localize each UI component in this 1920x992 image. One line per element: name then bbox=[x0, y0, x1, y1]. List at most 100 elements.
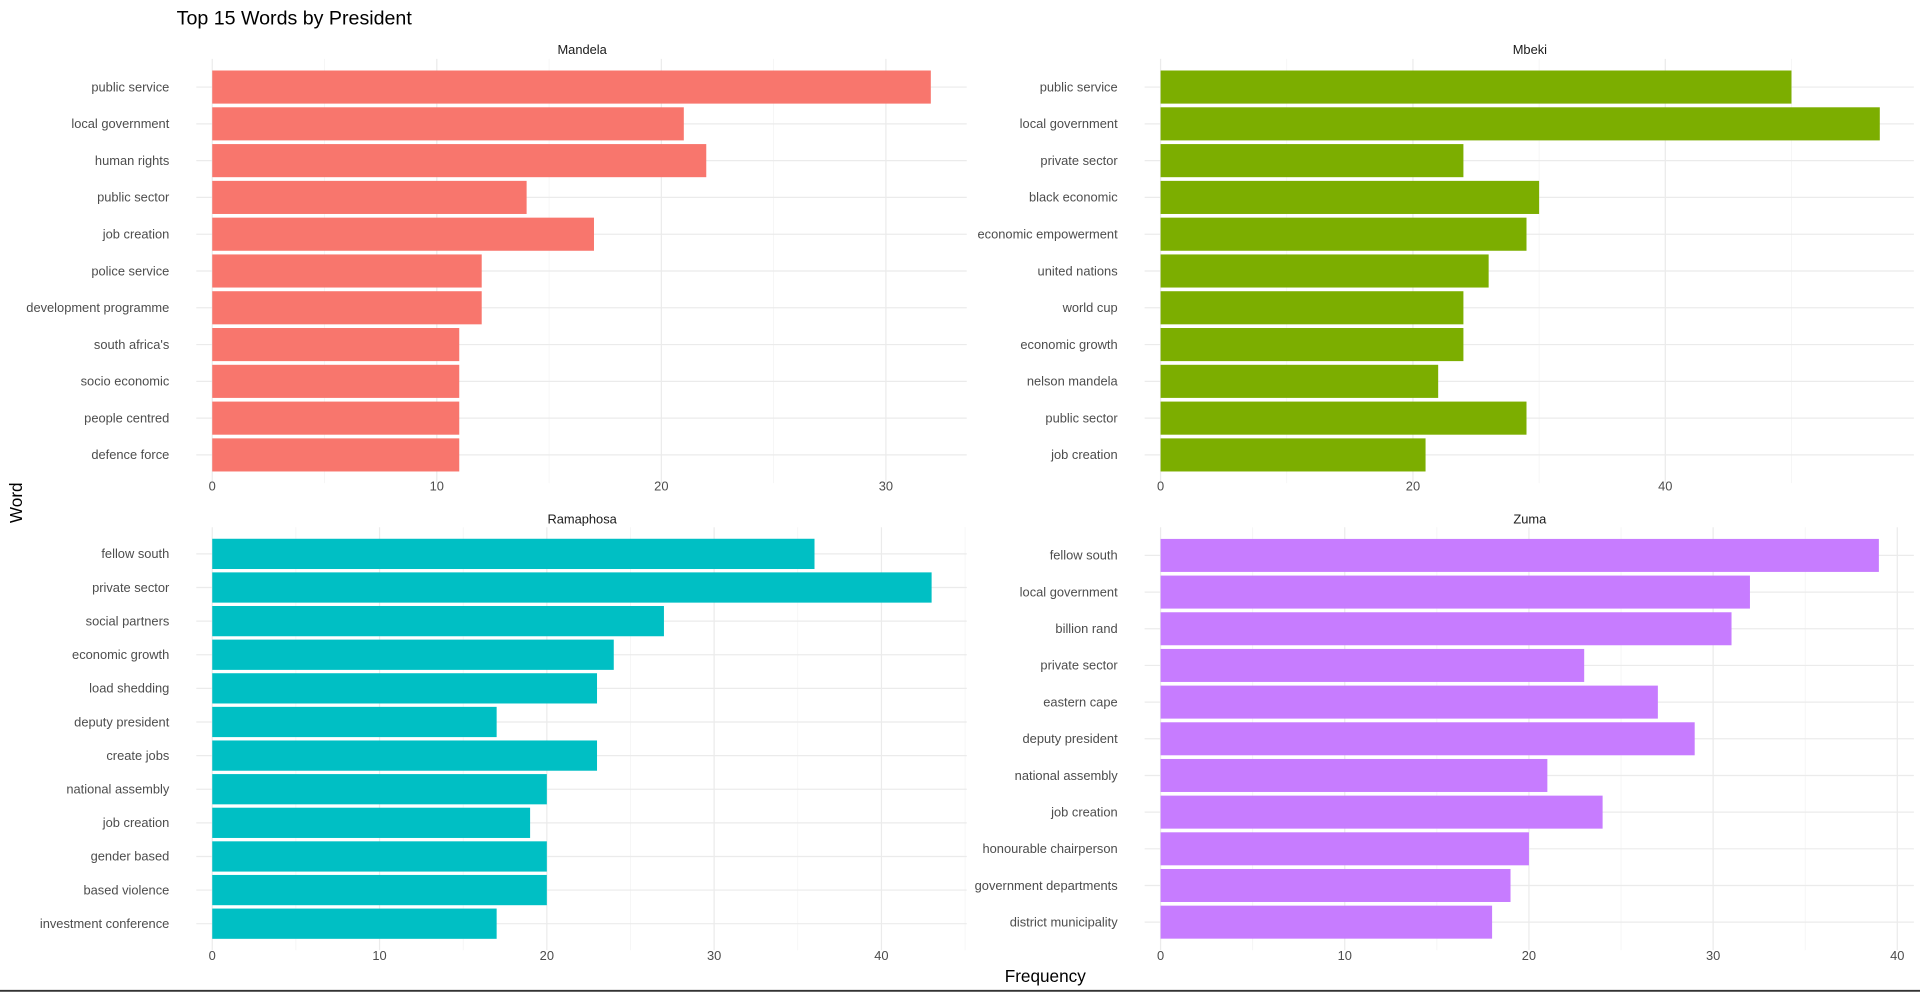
bar bbox=[212, 364, 460, 398]
x-tick-label: 20 bbox=[1406, 478, 1420, 493]
y-tick-label: fellow south bbox=[101, 546, 169, 561]
bar bbox=[212, 740, 598, 771]
y-tick-label: public sector bbox=[1045, 410, 1118, 425]
y-tick-label: development programme bbox=[26, 300, 169, 315]
bar bbox=[1160, 364, 1439, 398]
x-tick-label: 20 bbox=[654, 478, 668, 493]
bar bbox=[212, 217, 594, 251]
y-tick-label: private sector bbox=[1040, 153, 1118, 168]
bar bbox=[212, 144, 707, 178]
x-tick-label: 30 bbox=[879, 478, 893, 493]
x-tick-label: 0 bbox=[1157, 948, 1164, 963]
x-tick-label: 10 bbox=[1338, 948, 1352, 963]
y-tick-label: public service bbox=[91, 79, 169, 94]
y-tick-label: world cup bbox=[1062, 300, 1118, 315]
y-tick-label: socio economic bbox=[81, 374, 170, 389]
x-tick-label: 0 bbox=[209, 948, 216, 963]
chart-title: Top 15 Words by President bbox=[177, 8, 413, 30]
y-tick-label: economic empowerment bbox=[978, 227, 1119, 242]
bar bbox=[1160, 868, 1511, 902]
y-tick-label: local government bbox=[1020, 116, 1118, 131]
bar bbox=[212, 538, 815, 570]
bar bbox=[1160, 328, 1464, 362]
facet-zuma: Zuma fellow south local government billion … bbox=[975, 512, 1914, 963]
y-tick-label: police service bbox=[91, 263, 169, 278]
y-tick-label: gender based bbox=[91, 849, 170, 864]
bar bbox=[1160, 905, 1493, 939]
y-tick-label: honourable chairperson bbox=[982, 841, 1117, 856]
bar bbox=[212, 908, 497, 939]
bar bbox=[212, 706, 497, 738]
bar bbox=[1160, 144, 1464, 178]
bar bbox=[212, 254, 482, 288]
bar bbox=[1160, 254, 1489, 288]
y-tick-label: billion rand bbox=[1055, 621, 1117, 636]
bar bbox=[1160, 107, 1880, 141]
bar bbox=[1160, 180, 1540, 214]
bar bbox=[212, 438, 460, 472]
y-tick-label: eastern cape bbox=[1043, 694, 1117, 709]
y-tick-label: deputy president bbox=[74, 714, 170, 729]
x-tick-label: 10 bbox=[372, 948, 386, 963]
bar bbox=[212, 807, 531, 838]
y-tick-label: economic growth bbox=[1020, 337, 1117, 352]
bar bbox=[212, 572, 932, 603]
y-tick-label: job creation bbox=[102, 227, 170, 242]
x-tick-label: 30 bbox=[707, 948, 721, 963]
bar bbox=[1160, 648, 1585, 682]
bar bbox=[212, 673, 598, 704]
bar bbox=[212, 639, 614, 670]
y-tick-label: local government bbox=[71, 116, 169, 131]
bar bbox=[1160, 70, 1792, 104]
facet-ramaphosa: Ramaphosa fellow south private sector socia… bbox=[40, 512, 967, 963]
x-tick-label: 20 bbox=[540, 948, 554, 963]
y-tick-label: economic growth bbox=[72, 647, 169, 662]
bar bbox=[1160, 722, 1695, 756]
y-tick-label: national assembly bbox=[66, 782, 170, 797]
y-tick-label: job creation bbox=[1050, 804, 1118, 819]
y-tick-label: load shedding bbox=[89, 681, 169, 696]
facet-mbeki: Mbeki public service local government priva… bbox=[978, 42, 1914, 493]
x-tick-label: 40 bbox=[874, 948, 888, 963]
y-axis-title: Word bbox=[6, 482, 26, 523]
bar bbox=[212, 401, 460, 435]
facet-strip-label: Zuma bbox=[1513, 512, 1547, 527]
y-tick-label: social partners bbox=[86, 613, 170, 628]
x-tick-label: 20 bbox=[1522, 948, 1536, 963]
x-tick-label: 10 bbox=[430, 478, 444, 493]
x-tick-label: 30 bbox=[1706, 948, 1720, 963]
y-tick-label: black economic bbox=[1029, 190, 1118, 205]
y-tick-label: government departments bbox=[975, 878, 1118, 893]
bar bbox=[212, 180, 527, 214]
x-tick-label: 0 bbox=[209, 478, 216, 493]
bar bbox=[212, 841, 547, 872]
x-axis-title: Frequency bbox=[1005, 966, 1086, 986]
bar bbox=[212, 874, 547, 906]
bar bbox=[1160, 685, 1658, 719]
y-tick-label: united nations bbox=[1038, 263, 1118, 278]
y-tick-label: job creation bbox=[102, 815, 170, 830]
bar bbox=[1160, 575, 1750, 609]
y-tick-label: public service bbox=[1040, 79, 1118, 94]
y-tick-label: defence force bbox=[91, 447, 169, 462]
x-tick-label: 40 bbox=[1890, 948, 1904, 963]
y-tick-label: human rights bbox=[95, 153, 169, 168]
y-tick-label: district municipality bbox=[1010, 914, 1119, 929]
y-tick-label: deputy president bbox=[1023, 731, 1119, 746]
y-tick-label: public sector bbox=[97, 190, 170, 205]
bar bbox=[1160, 758, 1548, 792]
bar bbox=[212, 774, 547, 805]
bar bbox=[1160, 217, 1527, 251]
y-tick-label: private sector bbox=[1040, 658, 1118, 673]
y-tick-label: based violence bbox=[83, 882, 169, 897]
y-tick-label: national assembly bbox=[1015, 768, 1119, 783]
y-tick-label: nelson mandela bbox=[1027, 374, 1119, 389]
y-tick-label: south africa's bbox=[94, 337, 169, 352]
y-tick-label: private sector bbox=[92, 580, 170, 595]
bar bbox=[1160, 291, 1464, 325]
bar bbox=[1160, 538, 1879, 572]
bar bbox=[212, 107, 684, 141]
y-tick-label: fellow south bbox=[1050, 548, 1118, 563]
y-tick-label: create jobs bbox=[106, 748, 169, 763]
bar bbox=[212, 291, 482, 325]
